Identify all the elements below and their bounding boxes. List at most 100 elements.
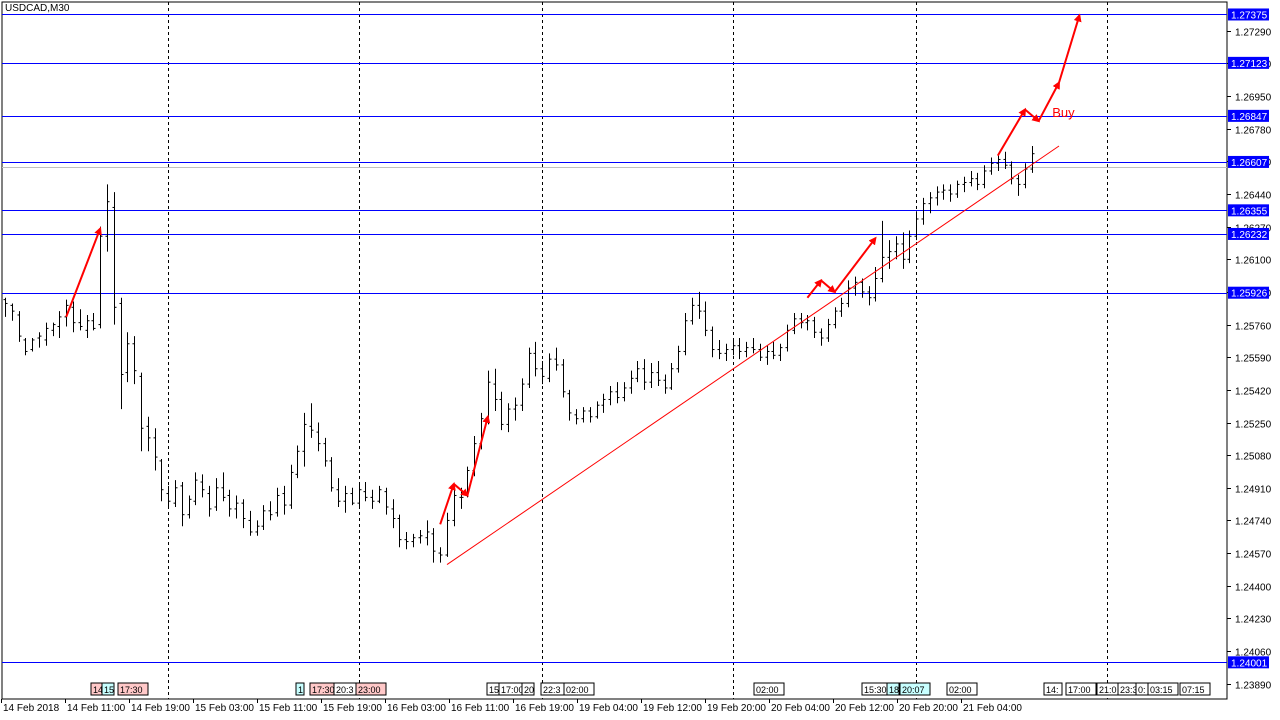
price-bar xyxy=(853,276,858,296)
time-marker-label: 20:07 xyxy=(902,685,925,695)
price-bar xyxy=(91,313,96,331)
price-bar xyxy=(758,343,763,362)
price-bar xyxy=(989,157,994,175)
y-tick-label: 1.26950 xyxy=(1235,93,1272,104)
red-arrow xyxy=(453,483,469,497)
level-price-box xyxy=(1228,109,1269,122)
price-bar xyxy=(1003,151,1008,170)
y-tick-label: 1.25420 xyxy=(1235,387,1272,398)
y-tick-label: 1.24570 xyxy=(1235,550,1272,561)
price-bar xyxy=(64,299,69,327)
price-bar xyxy=(765,345,770,365)
red-arrow xyxy=(466,414,491,496)
price-bar xyxy=(78,309,83,331)
price-bar xyxy=(85,314,90,339)
level-price-box xyxy=(1228,656,1269,669)
price-bar xyxy=(452,483,457,527)
level-price-box xyxy=(1228,56,1269,69)
price-bar xyxy=(30,338,35,352)
price-bar xyxy=(323,437,328,467)
price-bar xyxy=(37,332,42,348)
red-arrow xyxy=(833,236,877,293)
red-arrow xyxy=(1037,80,1060,122)
price-bar xyxy=(656,361,661,387)
price-bar xyxy=(391,499,396,529)
price-bar xyxy=(846,280,851,308)
price-bar xyxy=(969,170,974,187)
x-tick-label: 19 Feb 04:00 xyxy=(579,703,638,714)
price-bar xyxy=(438,547,443,563)
price-bar xyxy=(778,343,783,362)
price-bar xyxy=(894,236,899,260)
chart-title: USDCAD,M30 xyxy=(5,3,70,14)
price-bar xyxy=(3,297,8,317)
x-tick-label: 21 Feb 04:00 xyxy=(963,703,1022,714)
price-bar xyxy=(343,485,348,513)
level-price-box xyxy=(1228,155,1269,168)
price-bar xyxy=(833,307,838,329)
time-marker-box xyxy=(753,682,785,696)
price-bar xyxy=(669,362,674,390)
level-price-label: 1.26847 xyxy=(1231,112,1268,123)
x-tick-label: 20 Feb 12:00 xyxy=(835,703,894,714)
price-bar xyxy=(445,512,450,557)
price-bar xyxy=(948,184,953,202)
time-marker-label: 23:00 xyxy=(358,685,381,695)
price-bar xyxy=(928,192,933,214)
time-marker-label: 02:00 xyxy=(566,685,589,695)
level-price-box xyxy=(1228,204,1269,217)
red-arrow xyxy=(1024,108,1041,123)
time-marker-label: 17:00 xyxy=(1068,685,1091,695)
price-bar xyxy=(819,328,824,346)
price-bar xyxy=(907,230,912,264)
y-tick-label: 1.26780 xyxy=(1235,126,1272,137)
price-bar xyxy=(663,374,668,394)
price-bar xyxy=(622,382,627,402)
price-bar xyxy=(527,347,532,388)
price-bar xyxy=(132,336,137,385)
price-bar xyxy=(119,297,124,410)
price-bar xyxy=(914,211,919,241)
price-bar xyxy=(901,232,906,269)
price-bar xyxy=(887,240,892,269)
price-bar xyxy=(615,382,620,404)
x-tick-label: 16 Feb 11:00 xyxy=(451,703,510,714)
time-marker-box xyxy=(899,682,931,696)
price-bar xyxy=(635,361,640,383)
price-bar xyxy=(941,184,946,200)
red-arrow xyxy=(439,482,456,525)
price-bar xyxy=(935,186,940,206)
time-marker-label: 15 xyxy=(104,685,114,695)
price-bar xyxy=(588,407,593,423)
x-tick-label: 15 Feb 19:00 xyxy=(323,703,382,714)
price-bar xyxy=(642,359,647,390)
price-bar xyxy=(731,339,736,356)
time-marker-label: 02:00 xyxy=(756,685,779,695)
price-bar xyxy=(112,192,117,325)
price-bar xyxy=(839,297,844,317)
price-bar xyxy=(57,311,62,339)
price-bar xyxy=(214,478,219,511)
x-tick-label: 14 Feb 2018 xyxy=(3,703,60,714)
y-tick-label: 1.24060 xyxy=(1235,648,1272,659)
price-bar xyxy=(962,176,967,193)
time-marker-label: 03:15 xyxy=(1150,685,1173,695)
price-bar xyxy=(153,428,158,471)
price-bar xyxy=(200,474,205,498)
price-bar xyxy=(350,487,355,506)
price-bar xyxy=(629,370,634,394)
price-bar xyxy=(105,184,110,252)
price-bar xyxy=(513,397,518,421)
time-marker-box xyxy=(1065,682,1097,696)
price-bar xyxy=(867,286,872,306)
price-bar xyxy=(717,339,722,360)
price-bar xyxy=(17,311,22,342)
red-arrow xyxy=(1058,13,1082,83)
level-price-label: 1.25926 xyxy=(1231,289,1268,300)
price-bar xyxy=(180,482,185,527)
price-bar xyxy=(302,412,307,467)
time-marker-label: 20 xyxy=(524,685,534,695)
price-bar xyxy=(221,472,226,502)
